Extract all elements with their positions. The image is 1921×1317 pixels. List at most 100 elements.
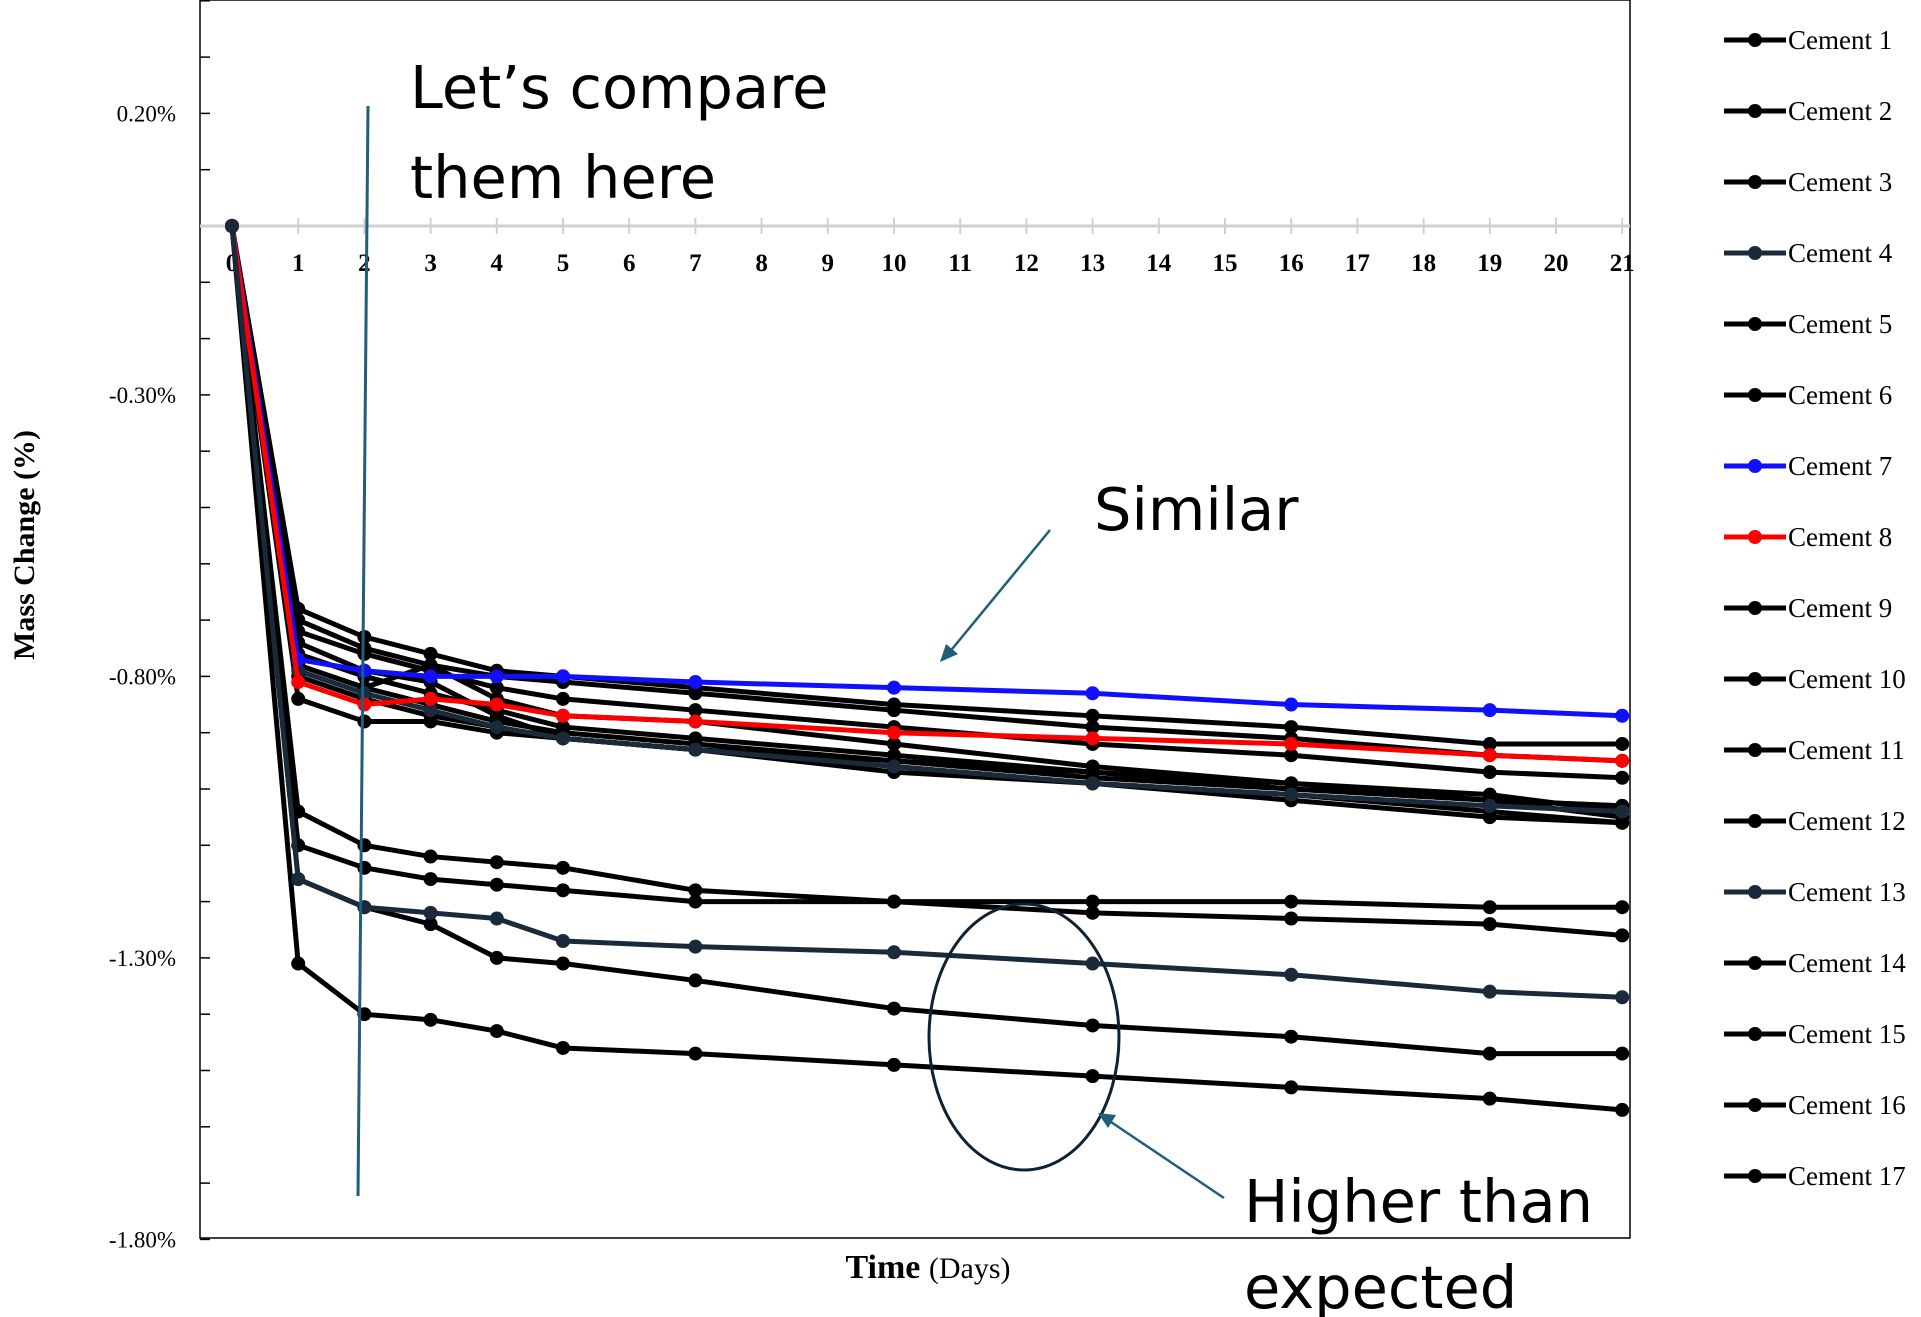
data-point xyxy=(688,742,703,757)
x-axis-title: Time (Days) xyxy=(845,1249,1010,1286)
series-line xyxy=(229,225,1623,1057)
data-point xyxy=(225,219,239,233)
data-point xyxy=(556,691,570,706)
data-point xyxy=(357,663,372,678)
x-tick-label: 1 xyxy=(292,250,305,277)
series-line xyxy=(229,225,1623,1000)
legend-label: Cement 1 xyxy=(1788,25,1892,55)
x-tick-label: 6 xyxy=(623,250,636,277)
data-point xyxy=(1482,798,1497,813)
legend-item: Cement 8 xyxy=(1724,522,1892,552)
data-point xyxy=(1482,765,1497,780)
legend-label: Cement 3 xyxy=(1788,167,1892,197)
data-point xyxy=(1284,787,1299,802)
x-tick-label: 9 xyxy=(822,250,835,277)
annotation-higher: Higher than xyxy=(1244,1167,1593,1236)
series-cement-8 xyxy=(225,219,1630,768)
data-point xyxy=(1482,736,1497,751)
data-point xyxy=(556,934,570,949)
data-point xyxy=(1615,708,1630,723)
data-point xyxy=(1615,770,1630,785)
legend-item: Cement 10 xyxy=(1724,664,1906,694)
data-point xyxy=(1284,736,1299,751)
legend-swatch-marker xyxy=(1748,1098,1762,1112)
data-point xyxy=(887,894,901,909)
data-point xyxy=(1284,911,1299,926)
data-point xyxy=(357,714,372,729)
legend-item: Cement 5 xyxy=(1724,309,1892,339)
legend-item: Cement 15 xyxy=(1724,1019,1906,1049)
legend-label: Cement 17 xyxy=(1788,1161,1906,1191)
legend-swatch-marker xyxy=(1748,459,1762,473)
data-point xyxy=(1284,1080,1299,1095)
legend-swatch-marker xyxy=(1748,530,1762,544)
legend-swatch-marker xyxy=(1748,175,1762,189)
data-point xyxy=(556,731,570,746)
y-tick-label: -0.80% xyxy=(109,664,176,689)
data-point xyxy=(423,658,438,673)
data-point xyxy=(1482,748,1497,763)
data-point xyxy=(556,883,570,898)
data-point xyxy=(1482,984,1497,999)
legend-item: Cement 9 xyxy=(1724,593,1892,623)
legend-item: Cement 11 xyxy=(1724,735,1905,765)
legend-label: Cement 15 xyxy=(1788,1019,1906,1049)
data-point xyxy=(1085,720,1100,735)
data-point xyxy=(1085,956,1100,971)
series-cement-15 xyxy=(225,219,1630,1061)
data-point xyxy=(688,939,703,954)
legend-label: Cement 2 xyxy=(1788,96,1892,126)
y-tick-labels: 0.20% -0.30% -0.80% -1.30% -1.80% xyxy=(109,101,176,1252)
legend-label: Cement 11 xyxy=(1788,735,1905,765)
highlight-ellipse xyxy=(927,902,1121,1172)
legend-label: Cement 16 xyxy=(1788,1090,1906,1120)
similar-arrow-head xyxy=(940,644,958,662)
x-tick-label: 5 xyxy=(557,250,570,277)
series-cement-13 xyxy=(225,219,1630,1005)
legend-label: Cement 6 xyxy=(1788,380,1892,410)
data-point xyxy=(357,686,372,701)
series-line xyxy=(229,225,1623,764)
legend-swatch-marker xyxy=(1748,1169,1762,1183)
data-point xyxy=(489,950,504,965)
data-point xyxy=(1284,748,1299,763)
series-line xyxy=(229,225,1623,1113)
x-tick-label: 3 xyxy=(424,250,437,277)
x-tick-label: 11 xyxy=(948,250,972,277)
series-cement-16 xyxy=(225,219,1630,1117)
data-point xyxy=(1085,686,1100,701)
data-point xyxy=(489,669,504,684)
series-line xyxy=(229,225,1623,719)
data-point xyxy=(1615,990,1630,1005)
legend: Cement 1 Cement 2 Cement 3 Cement 4 Cement 5… xyxy=(1724,25,1906,1191)
x-tick-label: 15 xyxy=(1213,250,1238,277)
axis-ticks xyxy=(200,0,210,1241)
legend-item: Cement 14 xyxy=(1724,948,1906,978)
zero-axis xyxy=(200,218,1630,234)
legend-item: Cement 13 xyxy=(1724,877,1906,907)
data-point xyxy=(423,917,438,932)
data-point xyxy=(688,1046,703,1061)
annotation-compare: Let’s compare xyxy=(410,53,828,122)
data-point xyxy=(887,1057,901,1072)
data-point xyxy=(1615,900,1630,915)
data-point xyxy=(423,905,438,920)
legend-swatch-marker xyxy=(1748,814,1762,828)
data-point xyxy=(688,894,703,909)
data-point xyxy=(489,1024,504,1039)
legend-swatch-marker xyxy=(1748,33,1762,47)
data-point xyxy=(423,691,438,706)
legend-item: Cement 17 xyxy=(1724,1161,1906,1191)
data-point xyxy=(688,703,703,718)
data-point xyxy=(1482,1091,1497,1106)
data-point xyxy=(423,646,438,661)
x-tick-label: 12 xyxy=(1014,250,1039,277)
x-tick-labels: 0 1 2 3 4 5 6 7 8 9 10 11 12 13 14 15 16 17 18 19 20 21 xyxy=(226,250,1635,277)
legend-label: Cement 14 xyxy=(1788,948,1906,978)
series-line xyxy=(229,225,1623,938)
x-tick-label: 18 xyxy=(1411,250,1436,277)
higher-arrow-shaft xyxy=(1107,1118,1225,1200)
data-point xyxy=(1085,776,1100,791)
x-tick-label: 2 xyxy=(358,250,371,277)
series-lines xyxy=(225,219,1630,1117)
